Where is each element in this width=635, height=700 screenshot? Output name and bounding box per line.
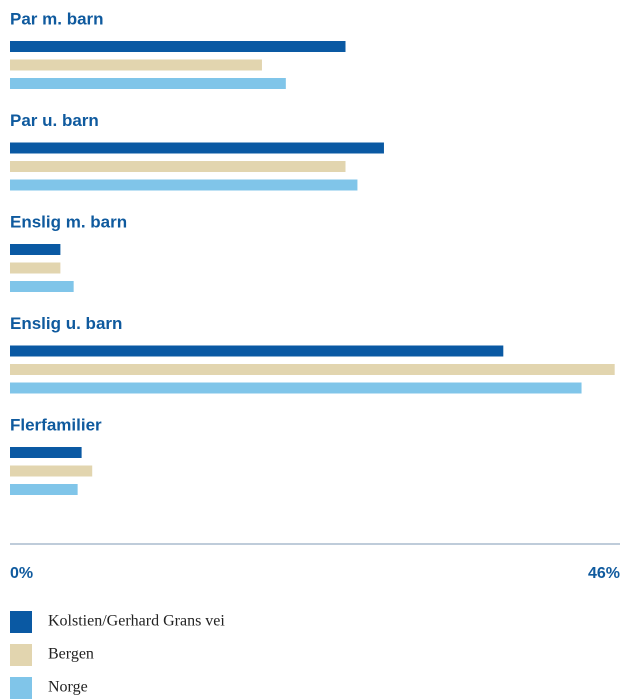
bar <box>10 465 93 477</box>
bar <box>10 41 346 52</box>
group-label: Enslig u. barn <box>10 314 122 333</box>
bar <box>10 142 384 154</box>
legend-label: Kolstien/Gerhard Grans vei <box>48 613 225 630</box>
bar <box>10 179 358 191</box>
bar <box>10 262 61 274</box>
bar <box>10 484 78 495</box>
group-label: Par u. barn <box>10 111 99 130</box>
bar <box>10 364 615 375</box>
bar <box>10 345 504 357</box>
x-tick-label: 46% <box>588 565 620 582</box>
legend-label: Bergen <box>48 646 94 663</box>
bar <box>10 281 74 292</box>
legend-swatch <box>10 677 32 699</box>
bar <box>10 244 61 255</box>
group-label: Par m. barn <box>10 9 104 28</box>
bar <box>10 447 82 458</box>
group-label: Enslig m. barn <box>10 212 127 231</box>
x-tick-label: 0% <box>10 565 33 582</box>
legend-swatch <box>10 611 32 633</box>
bar <box>10 161 346 172</box>
group-label: Flerfamilier <box>10 415 102 434</box>
bar <box>10 59 262 71</box>
bar <box>10 78 286 89</box>
legend-swatch <box>10 644 32 666</box>
legend-label: Norge <box>48 679 88 696</box>
bar <box>10 382 582 394</box>
